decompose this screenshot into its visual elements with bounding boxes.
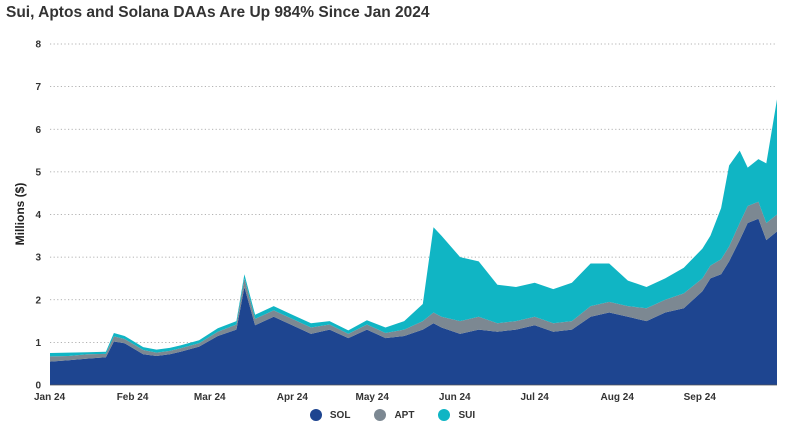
legend-label: SUI [458, 409, 476, 421]
y-axis-label: Millions ($) [13, 183, 27, 246]
y-tick-label: 8 [35, 40, 41, 51]
area-apt [50, 201, 777, 362]
y-tick-label: 5 [35, 167, 41, 178]
legend-swatch [438, 409, 451, 421]
legend-swatch [374, 409, 387, 421]
legend-swatch [309, 409, 322, 421]
y-tick-label: 3 [35, 253, 41, 264]
x-tick-label: Feb 24 [117, 392, 149, 403]
y-tick-labels: 0 1 2 3 4 5 6 7 8 [35, 40, 41, 392]
legend-label: SOL [329, 409, 351, 421]
x-tick-label: Jul 24 [520, 392, 549, 403]
x-tick-label: May 24 [356, 392, 390, 403]
area-sui [50, 99, 777, 357]
x-tick-label: Mar 24 [194, 392, 226, 403]
y-tick-label: 0 [35, 381, 41, 392]
legend-label: APT [394, 409, 415, 421]
legend-item-apt[interactable]: APT [374, 409, 414, 421]
x-tick-label: Jun 24 [439, 392, 471, 403]
y-tick-label: 2 [35, 295, 41, 306]
stacked-areas [50, 99, 777, 385]
x-tick-label: Sep 24 [684, 392, 717, 403]
legend-item-sol[interactable]: SOL [309, 409, 351, 421]
y-tick-label: 7 [35, 82, 41, 93]
x-tick-label: Jan 24 [34, 392, 66, 403]
x-tick-label: Aug 24 [601, 392, 635, 403]
x-tick-label: Apr 24 [277, 392, 309, 403]
y-tick-label: 6 [35, 125, 41, 136]
y-tick-label: 1 [35, 338, 41, 349]
x-tick-labels: Jan 24 Feb 24 Mar 24 Apr 24 May 24 Jun 24 Jul … [34, 392, 716, 403]
legend: SOL APT SUI [0, 409, 785, 421]
y-tick-label: 4 [35, 210, 41, 221]
legend-item-sui[interactable]: SUI [438, 409, 475, 421]
chart-title: Sui, Aptos and Solana DAAs Are Up 984% S… [6, 4, 430, 21]
area-sol [50, 218, 777, 385]
